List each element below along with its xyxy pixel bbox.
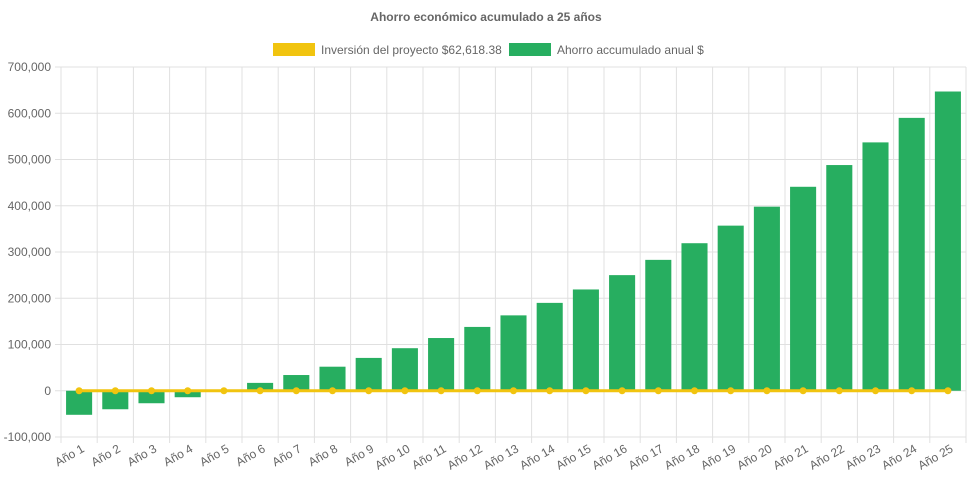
line-point[interactable]: [944, 387, 952, 395]
line-point[interactable]: [329, 387, 336, 395]
bar[interactable]: [391, 348, 418, 391]
line-point[interactable]: [510, 387, 517, 395]
x-tick-label: Año 12: [445, 441, 485, 472]
legend-swatch: [509, 43, 551, 56]
line-point[interactable]: [546, 387, 554, 395]
x-axis: Año 1 Año 2 Año 3 Año 4 Año 5 Año 6 Año 7 Año 8…: [52, 441, 955, 472]
bar[interactable]: [609, 275, 636, 391]
chart-title: Ahorro económico acumulado a 25 años: [370, 10, 602, 24]
bar[interactable]: [934, 91, 961, 391]
x-tick-label: Año 20: [734, 441, 774, 472]
y-tick-label: -100,000: [4, 430, 52, 444]
line-point[interactable]: [365, 387, 373, 395]
line-point[interactable]: [835, 387, 843, 395]
line-point[interactable]: [256, 387, 264, 395]
x-tick-label: Año 17: [626, 441, 666, 472]
bar[interactable]: [138, 390, 165, 404]
line-point[interactable]: [654, 387, 662, 395]
line-point[interactable]: [691, 387, 698, 395]
line-point[interactable]: [75, 387, 83, 395]
x-tick-label: Año 16: [590, 441, 630, 472]
bar[interactable]: [826, 165, 853, 391]
legend-label[interactable]: Ahorro accumulado anual $: [557, 43, 704, 57]
x-tick-label: Año 10: [372, 441, 412, 472]
line-point[interactable]: [111, 387, 119, 395]
bar[interactable]: [645, 259, 672, 391]
line-point[interactable]: [292, 387, 300, 395]
line-point[interactable]: [727, 387, 735, 395]
line-point[interactable]: [473, 387, 481, 395]
x-tick-label: Año 15: [553, 441, 593, 472]
grid-lines: [55, 66, 967, 443]
legend-label[interactable]: Inversión del proyecto $62,618.38: [321, 43, 502, 57]
line-series: [75, 387, 952, 395]
x-tick-label: Año 2: [89, 441, 123, 469]
x-tick-label: Año 3: [125, 441, 159, 469]
x-tick-label: Año 6: [233, 441, 267, 469]
y-tick-label: 500,000: [8, 153, 52, 167]
bar[interactable]: [790, 186, 817, 391]
y-tick-label: 400,000: [8, 199, 52, 213]
x-tick-label: Año 19: [698, 441, 738, 472]
y-tick-label: 300,000: [8, 245, 52, 259]
line-point[interactable]: [872, 387, 879, 395]
bar[interactable]: [66, 390, 93, 415]
line-point[interactable]: [184, 387, 192, 395]
x-tick-label: Año 8: [306, 441, 340, 469]
bar[interactable]: [572, 289, 599, 391]
bar[interactable]: [681, 243, 708, 391]
x-tick-label: Año 21: [771, 441, 811, 472]
bar[interactable]: [753, 206, 780, 391]
bar[interactable]: [428, 338, 455, 391]
line-point[interactable]: [908, 387, 916, 395]
x-tick-label: Año 22: [807, 441, 847, 472]
line-point[interactable]: [148, 387, 155, 395]
legend-swatch: [273, 43, 315, 56]
y-tick-label: 600,000: [8, 106, 52, 120]
bar[interactable]: [717, 225, 744, 391]
y-tick-label: 200,000: [8, 291, 52, 305]
line-point[interactable]: [401, 387, 409, 395]
x-tick-label: Año 5: [197, 441, 231, 469]
line-point[interactable]: [618, 387, 626, 395]
y-axis: 700,000 600,000 500,000 400,000 300,000 200,0…: [4, 60, 52, 444]
x-tick-label: Año 24: [879, 441, 919, 472]
line-point[interactable]: [763, 387, 771, 395]
bar-series: [66, 91, 961, 415]
bar[interactable]: [102, 390, 129, 410]
y-tick-label: 0: [44, 384, 51, 398]
y-tick-label: 700,000: [8, 60, 52, 74]
x-tick-label: Año 23: [843, 441, 883, 472]
bar[interactable]: [862, 142, 889, 391]
x-tick-label: Año 18: [662, 441, 702, 472]
line-point[interactable]: [437, 387, 445, 395]
bar[interactable]: [355, 357, 382, 391]
y-tick-label: 100,000: [8, 338, 52, 352]
bar[interactable]: [247, 382, 274, 391]
x-tick-label: Año 4: [161, 441, 195, 469]
x-tick-label: Año 9: [342, 441, 376, 469]
x-tick-label: Año 13: [481, 441, 521, 472]
x-tick-label: Año 7: [270, 441, 304, 469]
bar[interactable]: [536, 302, 563, 391]
line-point[interactable]: [582, 387, 590, 395]
bar[interactable]: [319, 366, 346, 391]
x-tick-label: Año 1: [52, 441, 86, 469]
line-point[interactable]: [220, 387, 228, 395]
x-tick-label: Año 14: [517, 441, 557, 472]
x-tick-label: Año 25: [915, 441, 955, 472]
x-tick-label: Año 11: [409, 441, 448, 472]
bar[interactable]: [500, 315, 527, 391]
bar[interactable]: [898, 117, 925, 391]
legend: Inversión del proyecto $62,618.38 Ahorro …: [273, 43, 704, 57]
line-point[interactable]: [799, 387, 807, 395]
bar[interactable]: [464, 326, 491, 391]
bar[interactable]: [283, 375, 310, 391]
